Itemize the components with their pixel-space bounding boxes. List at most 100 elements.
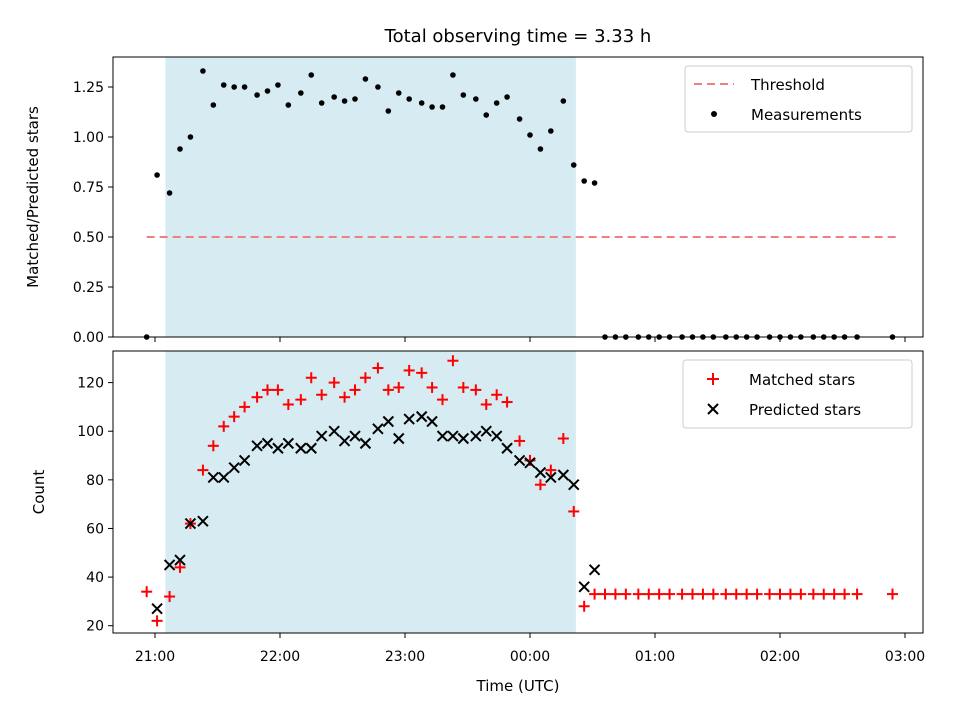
bottom-panel: 20 40 60 80 100 120 21:00 22:00 23:00 00:00 01:00…: [30, 350, 925, 695]
measurement-point: [331, 94, 337, 100]
matched-stars-point: [141, 586, 153, 598]
matched-stars-point: [589, 588, 601, 600]
measurement-point: [341, 98, 348, 104]
predicted-stars-point: [436, 430, 449, 442]
matched-stars-point: [851, 588, 863, 600]
matched-stars-point: [707, 588, 719, 600]
matched-stars-point: [416, 367, 428, 379]
predicted-stars-point: [568, 478, 580, 491]
x-tick-label: 22:00: [260, 649, 300, 665]
predicted-stars-point: [588, 564, 601, 576]
matched-stars-point: [687, 588, 698, 600]
measurement-point: [352, 96, 358, 102]
matched-stars-point: [372, 362, 384, 374]
measurement-point: [375, 84, 381, 90]
measurement-point: [362, 76, 369, 82]
measurement-point: [560, 98, 567, 104]
predicted-stars-point: [545, 471, 557, 484]
predicted-stars-point: [372, 423, 384, 435]
measurement-point: [439, 104, 446, 110]
measurement-point: [429, 104, 435, 110]
matched-stars-point: [720, 588, 732, 600]
matched-stars-point: [174, 561, 186, 573]
x-tick-label: 21:00: [135, 649, 175, 665]
predicted-stars-point: [184, 517, 197, 530]
matched-stars-point: [328, 377, 340, 389]
matched-stars-point: [784, 588, 796, 600]
measurement-point: [537, 146, 544, 152]
predicted-stars-point: [359, 437, 372, 450]
matched-stars-point: [514, 435, 526, 447]
matched-stars-point: [316, 389, 328, 401]
bottom-x-axis-ticks: 21:00 22:00 23:00 00:00 01:00 02:00 03:00: [135, 633, 925, 665]
matched-stars-point: [164, 591, 176, 603]
top-y-tick-label: 0.00: [73, 330, 104, 346]
predicted-stars-point: [426, 415, 438, 428]
top-y-tick-label: 0.25: [73, 280, 104, 296]
matched-stars-point: [480, 398, 492, 410]
predicted-stars-point: [228, 461, 240, 474]
measurement-point: [406, 96, 412, 102]
chart-title: Total observing time = 3.33 h: [384, 26, 652, 47]
matched-stars-point: [305, 372, 317, 384]
bottom-y-tick-label: 100: [77, 424, 104, 440]
matched-stars-point: [295, 394, 307, 406]
predicted-stars-point: [447, 430, 459, 442]
measurement-point: [275, 82, 281, 88]
bottom-y-tick-label: 60: [86, 521, 104, 537]
predicted-stars-point: [457, 432, 470, 445]
x-tick-label: 23:00: [385, 649, 425, 665]
measurement-point: [177, 146, 183, 152]
predicted-stars-point: [207, 471, 220, 484]
matched-stars-point: [807, 588, 819, 600]
matched-stars-point: [403, 364, 415, 376]
measurement-point: [385, 108, 392, 114]
predicted-stars-point: [238, 454, 251, 467]
top-y-tick-label: 1.00: [73, 130, 104, 146]
x-tick-label: 01:00: [635, 649, 675, 665]
bottom-y-tick-label: 40: [86, 570, 104, 586]
measurement-point: [210, 102, 217, 108]
predicted-stars-point: [557, 469, 570, 481]
predicted-stars-point: [415, 410, 428, 423]
predicted-stars-point: [261, 437, 274, 450]
matched-stars-point: [839, 588, 851, 600]
measurement-point: [200, 68, 206, 74]
predicted-stars-legend-label: Predicted stars: [749, 401, 861, 419]
matched-stars-point: [818, 588, 830, 600]
matched-stars-point: [359, 372, 371, 384]
top-axes-frame: [112, 56, 924, 338]
measurement-point: [460, 92, 467, 98]
matched-stars-point: [239, 401, 251, 413]
matched-stars-point: [282, 398, 294, 410]
top-y-axis-ticks: 0.00 0.25 0.50 0.75 1.00 1.25: [73, 80, 113, 346]
predicted-stars-point: [315, 430, 328, 442]
measurement-point: [308, 72, 315, 78]
matched-stars-point: [228, 411, 240, 423]
top-x-axis-ticks: [154, 337, 906, 342]
predicted-stars-legend-swatch: [707, 403, 719, 415]
measurement-point: [254, 92, 260, 98]
predicted-stars-point: [251, 440, 263, 452]
measurement-point: [548, 128, 554, 134]
predicted-stars-point: [197, 515, 209, 527]
predicted-stars-point: [349, 430, 361, 442]
top-legend: Threshold Measurements: [684, 65, 913, 133]
measurement-point: [298, 90, 304, 96]
matched-stars-point: [534, 479, 546, 491]
top-legend-box: [684, 65, 913, 133]
predicted-stars-point: [490, 430, 503, 442]
matched-stars-point: [764, 588, 776, 600]
x-tick-label: 02:00: [760, 649, 800, 665]
predicted-stars-point: [513, 454, 526, 467]
measurement-point: [418, 100, 425, 106]
matched-stars-point: [609, 588, 621, 600]
measurement-point: [395, 90, 402, 96]
matched-stars-point: [218, 420, 230, 432]
top-y-tick-label: 0.50: [73, 230, 104, 246]
matched-stars-point: [426, 381, 438, 393]
matched-stars-point: [151, 615, 163, 627]
bottom-y-axis-label: Count: [30, 470, 48, 515]
matched-stars-point: [730, 588, 742, 600]
predicted-stars-point: [295, 442, 307, 454]
